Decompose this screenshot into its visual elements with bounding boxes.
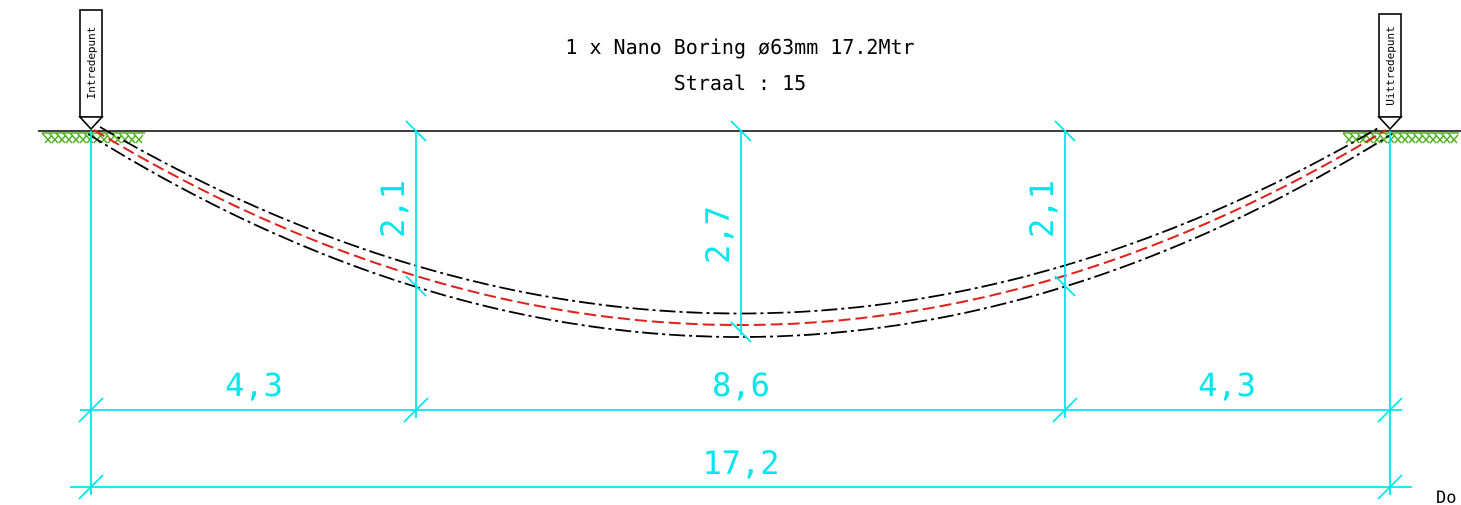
hatch-stroke — [1426, 132, 1437, 144]
exit-marker: Uittredepunt — [1377, 13, 1403, 131]
hatch-stroke — [1408, 134, 1417, 144]
hatch-stroke — [1436, 134, 1445, 144]
hatch-stroke — [1419, 132, 1430, 144]
hatch-stroke — [135, 134, 144, 144]
hatch-stroke — [41, 132, 52, 144]
tick-depth-center-bottom — [730, 321, 752, 343]
entry-marker-label: Intredepunt — [85, 27, 98, 100]
depth-label-right: 2,1 — [1023, 180, 1061, 238]
hatch-stroke — [1391, 132, 1402, 144]
hatch-stroke — [1422, 134, 1431, 144]
hatch-stroke — [121, 134, 130, 144]
hatch-stroke — [1401, 134, 1410, 144]
hatch-stroke — [1377, 132, 1388, 144]
tick-total-left — [78, 474, 104, 500]
segment-label-right: 4,3 — [1198, 366, 1256, 404]
tick-depth-center-top — [730, 120, 752, 142]
hatch-stroke — [1440, 132, 1451, 144]
hatch-stroke — [128, 134, 137, 144]
tick-seg-4 — [1377, 397, 1403, 423]
hatch-stroke — [1373, 134, 1382, 144]
total-length-label: 17,2 — [702, 444, 779, 482]
tick-depth-right-top — [1054, 120, 1076, 142]
exit-marker-label: Uittredepunt — [1384, 26, 1397, 105]
hatch-stroke — [44, 134, 53, 144]
hatch-stroke — [79, 134, 88, 144]
exit-marker-arrow — [1377, 116, 1403, 131]
entry-marker-arrow — [78, 116, 104, 131]
pipe-outline-outer — [87, 133, 1393, 338]
hatch-stroke — [48, 132, 59, 144]
hatch-stroke — [1342, 132, 1353, 144]
pipe-outline-inner — [99, 126, 1381, 315]
hatch-stroke — [100, 134, 109, 144]
dimension-lines — [70, 120, 1412, 500]
hatch-stroke — [1429, 134, 1438, 144]
tick-total-right — [1377, 474, 1403, 500]
hatch-stroke — [125, 132, 136, 144]
hatch-stroke — [114, 134, 123, 144]
hatch-stroke — [65, 134, 74, 144]
tick-depth-left-bottom — [405, 275, 427, 297]
depth-label-left: 2,1 — [374, 180, 412, 238]
hatch-stroke — [1433, 132, 1444, 144]
hatch-stroke — [107, 134, 116, 144]
hatch-stroke — [132, 132, 143, 144]
title-line-2: Straal : 15 — [674, 71, 806, 95]
hatch-stroke — [69, 132, 80, 144]
hatch-stroke — [1370, 132, 1381, 144]
entry-marker: Intredepunt — [78, 9, 104, 131]
tick-seg-3 — [1052, 397, 1078, 423]
segment-label-center: 8,6 — [712, 366, 770, 404]
hatch-stroke — [1443, 134, 1452, 144]
tick-seg-1 — [78, 397, 104, 423]
hatch-stroke — [1412, 132, 1423, 144]
ground-hatch-right — [1342, 132, 1459, 144]
pipe-core — [93, 129, 1387, 326]
hatch-stroke — [62, 132, 73, 144]
hatch-stroke — [1345, 134, 1354, 144]
hatch-stroke — [72, 134, 81, 144]
drill-pipe — [87, 126, 1393, 338]
hatch-stroke — [55, 132, 66, 144]
title-line-1: 1 x Nano Boring ø63mm 17.2Mtr — [565, 35, 914, 59]
tick-seg-2 — [403, 397, 429, 423]
hatch-stroke — [76, 132, 87, 144]
hatch-stroke — [1352, 134, 1361, 144]
hatch-stroke — [1450, 134, 1459, 144]
hatch-stroke — [58, 134, 67, 144]
corner-text: Do — [1436, 488, 1456, 505]
hatch-stroke — [1398, 132, 1409, 144]
hatch-stroke — [1447, 132, 1458, 144]
hatch-stroke — [1415, 134, 1424, 144]
tick-depth-right-bottom — [1054, 275, 1076, 297]
hatch-stroke — [97, 132, 108, 144]
depth-label-center: 2,7 — [699, 206, 737, 264]
hatch-stroke — [51, 134, 60, 144]
hatch-stroke — [1405, 132, 1416, 144]
tick-depth-left-top — [405, 120, 427, 142]
hatch-stroke — [1349, 132, 1360, 144]
segment-label-left: 4,3 — [225, 366, 283, 404]
hatch-stroke — [1359, 134, 1368, 144]
hatch-stroke — [1394, 134, 1403, 144]
